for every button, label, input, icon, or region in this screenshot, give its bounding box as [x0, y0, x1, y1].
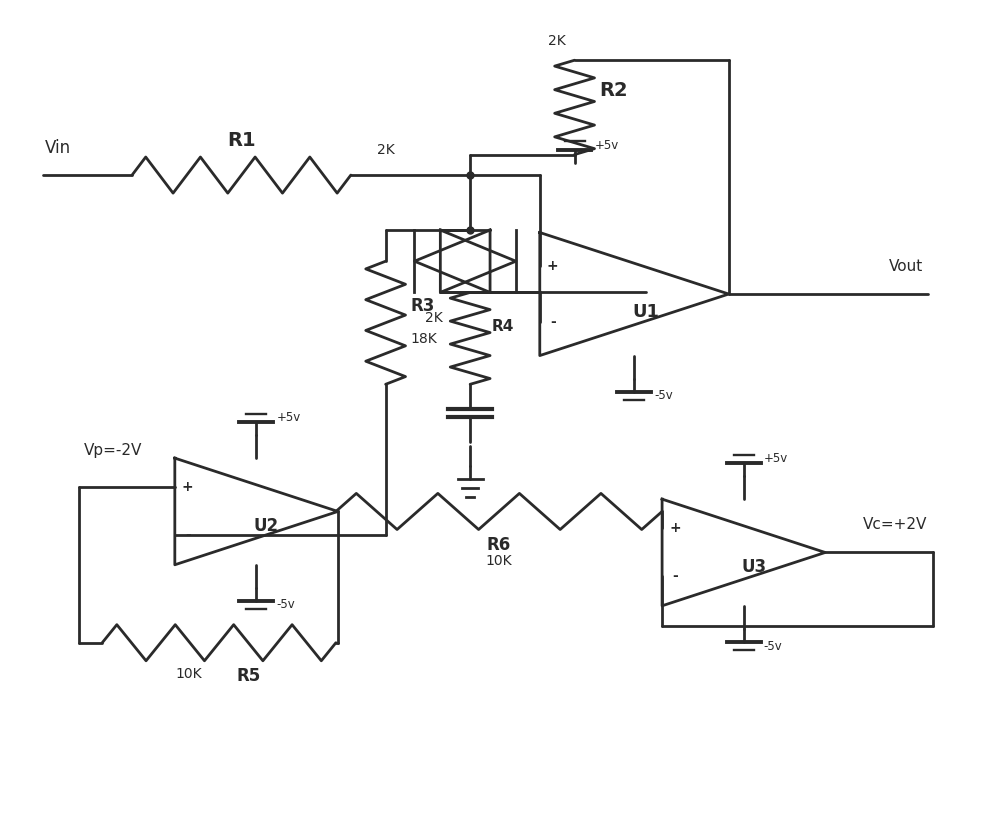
Text: R4: R4	[492, 319, 514, 334]
Text: 2K: 2K	[548, 34, 566, 48]
Text: -5v: -5v	[276, 599, 295, 611]
Text: R6: R6	[487, 536, 511, 554]
Text: Vin: Vin	[44, 139, 71, 157]
Text: Vc=+2V: Vc=+2V	[863, 517, 928, 532]
Text: R3: R3	[411, 297, 435, 316]
Text: 2K: 2K	[377, 143, 395, 157]
Text: -: -	[550, 315, 556, 329]
Text: -5v: -5v	[654, 389, 673, 402]
Text: U1: U1	[633, 303, 660, 321]
Text: +5v: +5v	[276, 411, 300, 425]
Text: 10K: 10K	[486, 554, 512, 568]
Text: -: -	[672, 569, 678, 583]
Text: +5v: +5v	[594, 139, 619, 152]
Text: Vout: Vout	[888, 259, 923, 273]
Text: +5v: +5v	[764, 453, 788, 465]
Text: 10K: 10K	[176, 667, 203, 681]
Text: +: +	[669, 521, 681, 535]
Text: +: +	[547, 259, 559, 273]
Text: R5: R5	[237, 667, 261, 686]
Text: 2K: 2K	[425, 311, 442, 325]
Text: R1: R1	[227, 131, 256, 150]
Text: -: -	[185, 529, 191, 543]
Text: 18K: 18K	[411, 332, 437, 346]
Text: Vp=-2V: Vp=-2V	[84, 443, 143, 458]
Text: +: +	[182, 481, 194, 495]
Text: U2: U2	[254, 517, 279, 535]
Text: R2: R2	[599, 82, 628, 101]
Text: -5v: -5v	[764, 639, 782, 653]
Text: U3: U3	[741, 558, 766, 577]
